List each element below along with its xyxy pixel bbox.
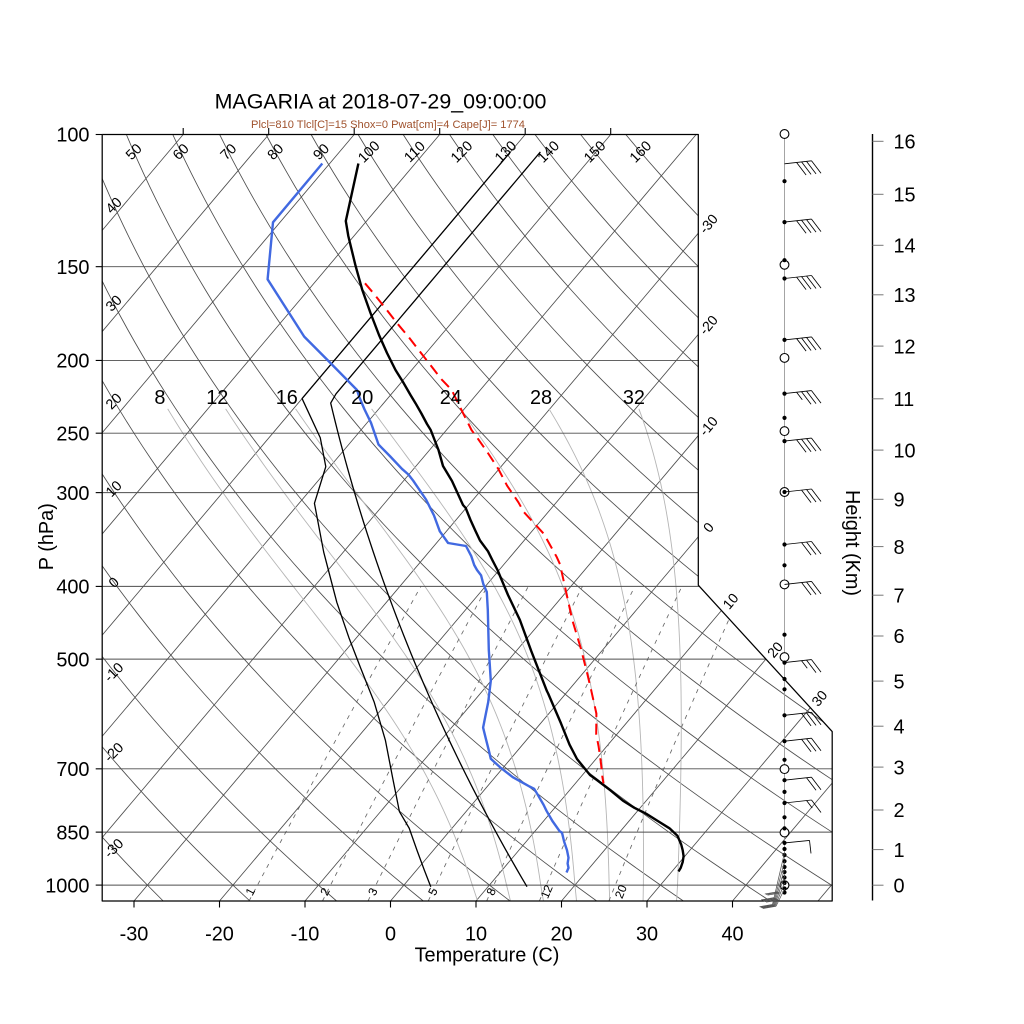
svg-text:10: 10 [894, 440, 916, 462]
svg-text:20: 20 [351, 387, 373, 409]
svg-text:8: 8 [154, 387, 165, 409]
svg-text:11: 11 [894, 389, 915, 411]
svg-text:9: 9 [894, 489, 905, 511]
svg-text:14: 14 [894, 235, 916, 257]
svg-text:200: 200 [56, 351, 89, 373]
svg-text:8: 8 [894, 537, 905, 559]
svg-text:500: 500 [56, 649, 89, 671]
svg-text:4: 4 [894, 716, 905, 738]
svg-text:150: 150 [56, 257, 89, 279]
svg-text:12: 12 [538, 882, 556, 900]
svg-text:300: 300 [56, 483, 89, 505]
svg-text:Plcl=810 Tlcl[C]=15 Shox=0 Pwa: Plcl=810 Tlcl[C]=15 Shox=0 Pwat[cm]=4 Ca… [251, 119, 525, 131]
svg-text:0: 0 [385, 923, 396, 945]
svg-text:15: 15 [894, 184, 916, 206]
svg-text:10: 10 [465, 923, 487, 945]
svg-text:20: 20 [550, 923, 572, 945]
svg-text:32: 32 [623, 387, 645, 409]
svg-text:20: 20 [612, 883, 630, 901]
svg-text:12: 12 [206, 387, 228, 409]
svg-text:5: 5 [894, 671, 905, 693]
svg-text:1000: 1000 [45, 875, 89, 897]
svg-text:850: 850 [56, 822, 89, 844]
svg-text:-10: -10 [291, 923, 320, 945]
svg-text:40: 40 [721, 923, 743, 945]
svg-text:13: 13 [894, 285, 916, 307]
svg-text:-20: -20 [205, 923, 234, 945]
svg-text:400: 400 [56, 577, 89, 599]
svg-text:12: 12 [894, 336, 916, 358]
svg-text:2: 2 [894, 800, 905, 822]
svg-text:16: 16 [276, 387, 298, 409]
svg-text:-30: -30 [120, 923, 149, 945]
svg-text:100: 100 [56, 125, 89, 147]
svg-text:28: 28 [530, 387, 552, 409]
svg-text:30: 30 [636, 923, 658, 945]
svg-text:7: 7 [894, 585, 905, 607]
svg-text:700: 700 [56, 759, 89, 781]
svg-text:1: 1 [894, 840, 905, 862]
svg-text:3: 3 [894, 757, 905, 779]
svg-text:P (hPa): P (hPa) [36, 503, 58, 570]
svg-text:24: 24 [440, 387, 462, 409]
svg-text:250: 250 [56, 423, 89, 445]
svg-text:MAGARIA at 2018-07-29_09:00:00: MAGARIA at 2018-07-29_09:00:00 [215, 89, 547, 113]
svg-text:Height (Km): Height (Km) [841, 490, 863, 596]
svg-text:Temperature (C): Temperature (C) [415, 945, 560, 967]
svg-text:6: 6 [894, 626, 905, 648]
svg-text:0: 0 [894, 875, 905, 897]
svg-text:16: 16 [894, 131, 916, 153]
